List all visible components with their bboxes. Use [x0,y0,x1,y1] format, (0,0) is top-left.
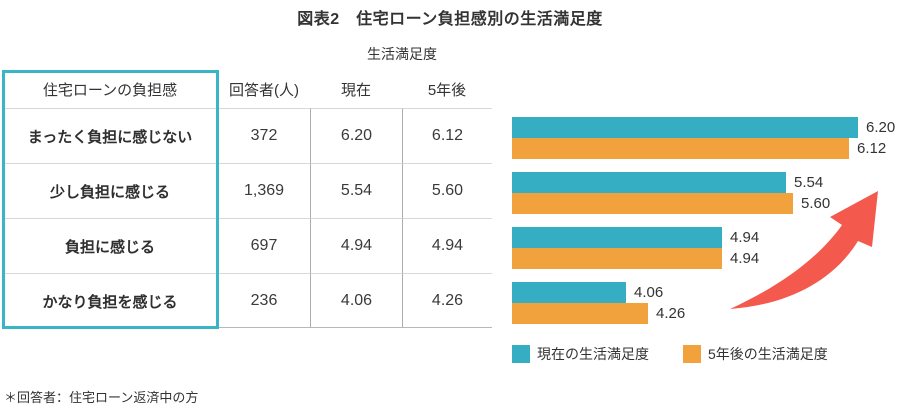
row-label: 負担に感じる [2,218,218,273]
current-value: 4.94 [310,218,402,273]
respondents-value: 236 [218,273,310,328]
future-value: 4.26 [402,273,492,328]
col-header-burden: 住宅ローンの負担感 [42,81,178,99]
future-swatch-icon [683,345,701,363]
current-bar [512,117,858,138]
bar-group: 6.20 6.12 [512,117,900,159]
bar-value-label: 6.12 [857,140,887,157]
current-bar [512,227,722,248]
current-bar [512,282,626,303]
bar-value-label: 4.26 [656,305,686,322]
satisfaction-group-header: 生活満足度 [367,46,437,62]
future-bar [512,248,722,269]
bar-group: 5.54 5.60 [512,172,900,214]
figure-title: 図表2 住宅ローン負担感別の生活満足度 [297,11,603,28]
chart-legend: 現在の生活満足度 5年後の生活満足度 [512,344,828,364]
col-header-current: 現在 [340,81,371,99]
future-bar [512,138,849,159]
bar-group: 4.94 4.94 [512,227,900,269]
respondents-value: 697 [218,218,310,273]
col-header-respondents: 回答者(人) [229,81,299,99]
trend-arrow-icon [730,191,878,309]
future-bar [512,193,793,214]
bar-value-label: 4.94 [730,229,760,246]
row-label: かなり負担を感じる [2,273,218,328]
current-value: 4.06 [310,273,402,328]
legend-item-future: 5年後の生活満足度 [683,344,828,364]
respondents-value: 372 [218,108,310,163]
bar-value-label: 6.20 [866,119,896,136]
current-value: 5.54 [310,163,402,218]
current-value: 6.20 [310,108,402,163]
bar-value-label: 5.60 [801,195,831,212]
footnote: ＊回答者：住宅ローン返済中の方 [4,390,199,405]
row-label: 少し負担に感じる [2,163,218,218]
row-label: まったく負担に感じない [2,108,218,163]
future-value: 5.60 [402,163,492,218]
col-header-future: 5年後 [427,81,467,99]
satisfaction-bar-chart: 6.20 6.12 5.54 5.60 4.94 [512,117,900,329]
bar-value-label: 5.54 [794,174,824,191]
current-bar [512,172,786,193]
future-value: 4.94 [402,218,492,273]
future-value: 6.12 [402,108,492,163]
legend-item-current: 現在の生活満足度 [512,344,649,364]
future-bar [512,303,648,324]
bar-value-label: 4.06 [634,284,664,301]
current-swatch-icon [512,345,530,363]
loan-burden-table: 住宅ローンの負担感 回答者(人) 現在 5年後 まったく負担に感じない 372 … [2,70,492,328]
bar-value-label: 4.94 [730,250,760,267]
legend-label-future: 5年後の生活満足度 [708,346,828,362]
bar-group: 4.06 4.26 [512,282,900,324]
legend-label-current: 現在の生活満足度 [537,346,649,362]
respondents-value: 1,369 [218,163,310,218]
